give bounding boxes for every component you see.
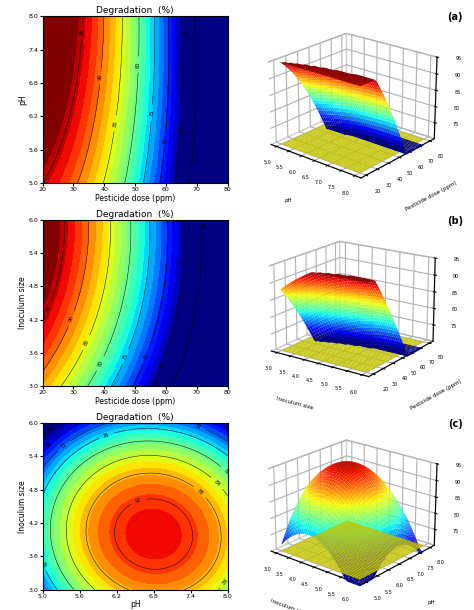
Text: 80: 80 (223, 468, 231, 476)
Title: Degradation  (%): Degradation (%) (96, 210, 174, 219)
Text: 84: 84 (213, 479, 221, 487)
X-axis label: Inoculum size: Inoculum size (276, 396, 314, 411)
Text: 88: 88 (196, 488, 204, 496)
Text: 68: 68 (222, 425, 230, 432)
X-axis label: pH: pH (284, 198, 292, 203)
X-axis label: Inoculum size: Inoculum size (270, 598, 307, 610)
Text: 85: 85 (83, 339, 90, 346)
Text: 84: 84 (221, 578, 229, 586)
Text: 80: 80 (97, 360, 104, 367)
Y-axis label: Inoculum size: Inoculum size (18, 277, 27, 329)
X-axis label: pH: pH (130, 600, 140, 609)
Text: 70: 70 (162, 137, 168, 144)
Text: 70: 70 (143, 353, 150, 360)
Y-axis label: pH: pH (427, 600, 435, 606)
Text: 60: 60 (188, 178, 193, 184)
Y-axis label: pH: pH (18, 95, 27, 105)
Text: 72: 72 (194, 423, 201, 430)
Text: 75: 75 (122, 353, 129, 361)
Title: Degradation  (%): Degradation (%) (96, 413, 174, 422)
Text: (b): (b) (447, 215, 463, 226)
Text: 64: 64 (47, 425, 55, 433)
Text: 68: 68 (45, 441, 53, 449)
Y-axis label: Inoculum size: Inoculum size (18, 480, 27, 533)
Text: (c): (c) (447, 419, 463, 429)
Text: 85: 85 (112, 120, 118, 127)
Y-axis label: Pesticide dose (ppm): Pesticide dose (ppm) (404, 181, 457, 212)
Text: 65: 65 (180, 31, 185, 38)
Text: 75: 75 (149, 109, 155, 116)
Text: 95: 95 (80, 29, 85, 35)
Text: 92: 92 (135, 498, 142, 504)
Text: (a): (a) (447, 12, 463, 22)
Title: Degradation  (%): Degradation (%) (96, 7, 174, 15)
Y-axis label: Pesticide dose (ppm): Pesticide dose (ppm) (410, 379, 463, 411)
Text: 72: 72 (60, 442, 68, 450)
Text: 90: 90 (98, 73, 103, 80)
Text: 95: 95 (45, 305, 52, 312)
Text: 60: 60 (199, 223, 204, 229)
Text: 76: 76 (103, 432, 110, 439)
Text: 76: 76 (40, 561, 46, 568)
X-axis label: Pesticide dose (ppm): Pesticide dose (ppm) (95, 397, 175, 406)
Text: 80: 80 (136, 61, 141, 68)
X-axis label: Pesticide dose (ppm): Pesticide dose (ppm) (95, 193, 175, 203)
Text: 90: 90 (68, 315, 75, 323)
Text: 65: 65 (159, 361, 166, 368)
